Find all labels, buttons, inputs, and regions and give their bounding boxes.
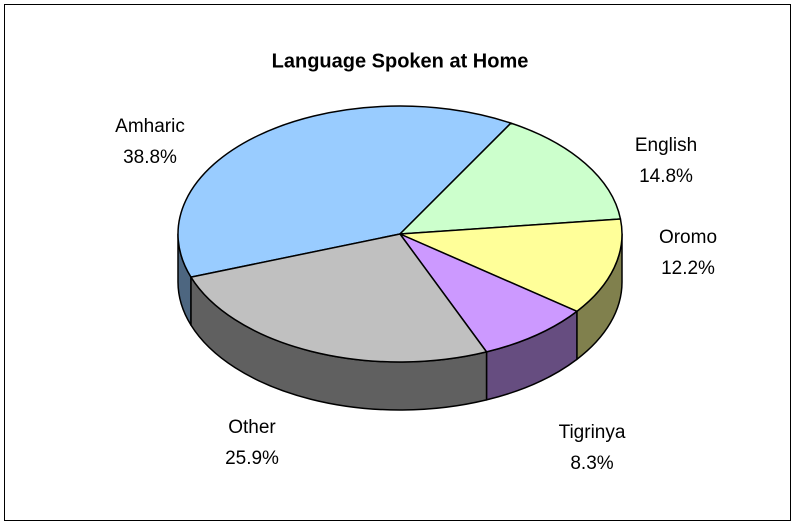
- slice-label: Tigrinya: [559, 422, 626, 443]
- slice-label: Amharic: [115, 116, 185, 137]
- pie-slice: [399, 122, 622, 235]
- pie-slice: [399, 218, 623, 313]
- slice-label: Oromo: [659, 227, 717, 248]
- chart-title: Language Spoken at Home: [272, 50, 529, 72]
- slice-value-label: 38.8%: [123, 147, 177, 168]
- slice-label: Other: [228, 417, 276, 438]
- pie-slice: [399, 233, 578, 353]
- slice-label: English: [635, 135, 697, 156]
- slice-value-label: 12.2%: [661, 258, 715, 279]
- pie-slice: [177, 105, 512, 278]
- slice-value-label: 14.8%: [639, 166, 693, 187]
- pie-slice: [190, 233, 488, 363]
- slice-value-label: 25.9%: [225, 448, 279, 469]
- slice-value-label: 8.3%: [570, 453, 613, 474]
